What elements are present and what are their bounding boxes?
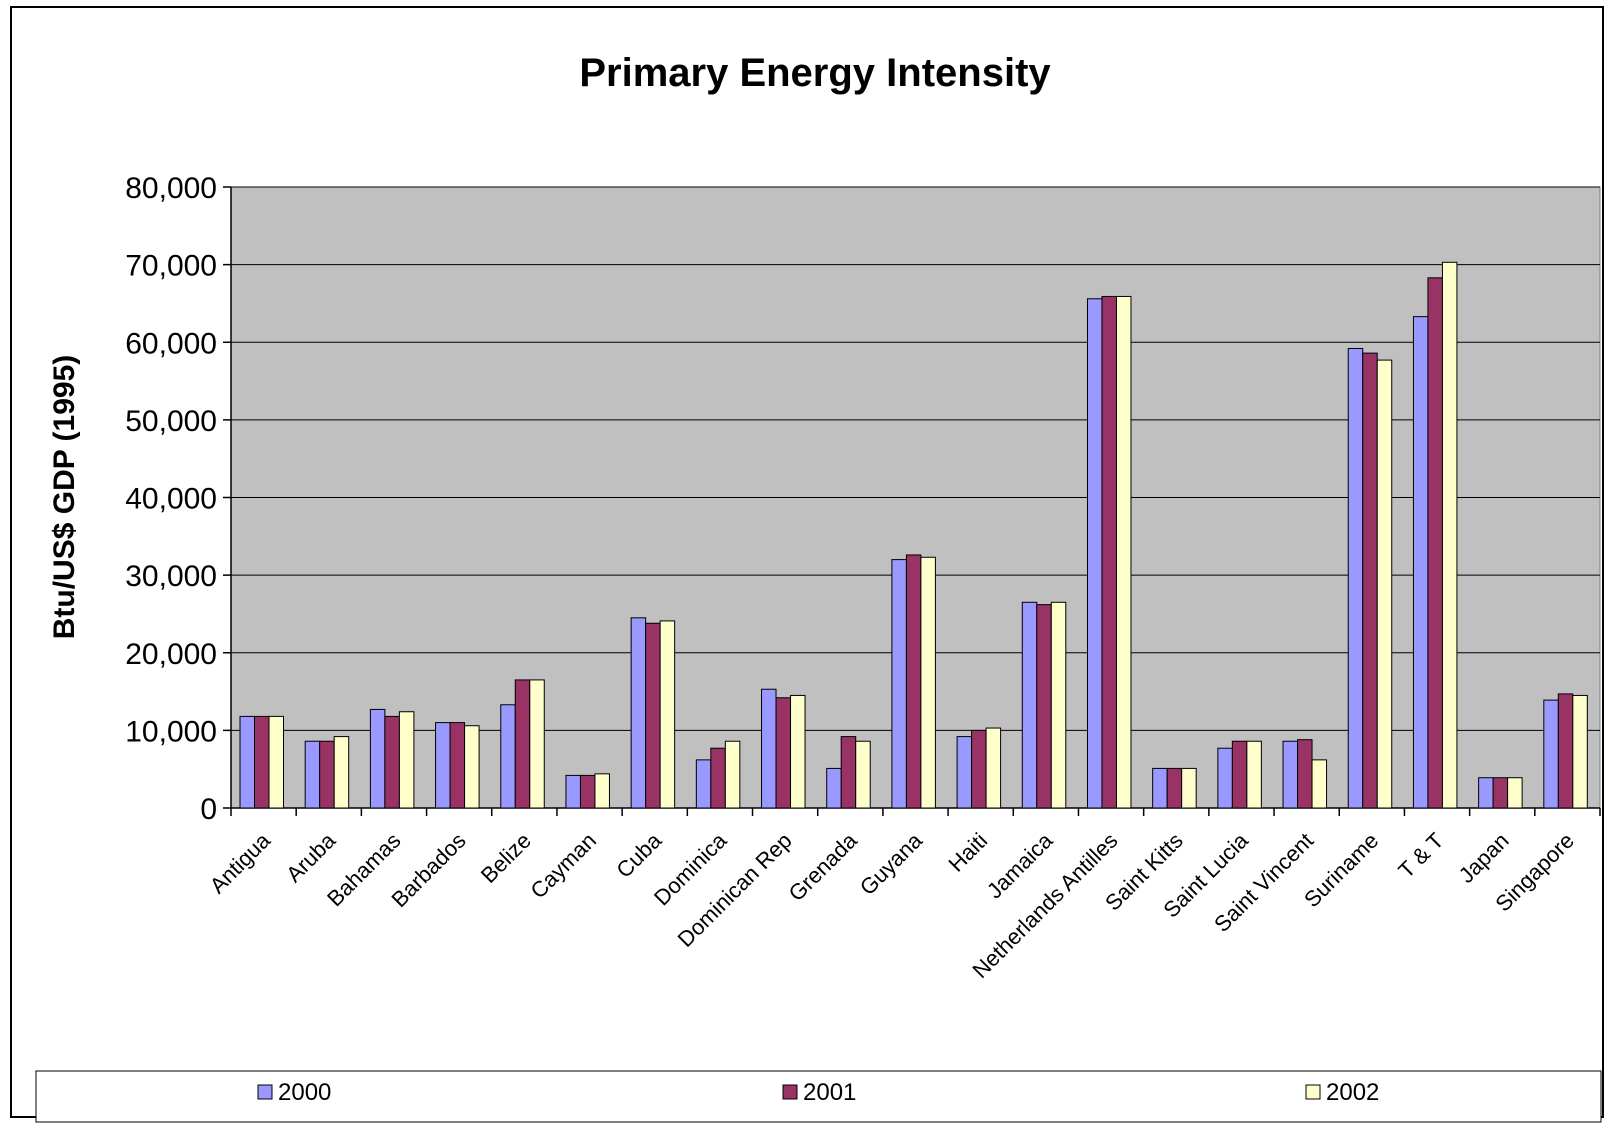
bar-2000: [1412, 316, 1429, 809]
x-tick-label: Belize: [476, 828, 536, 888]
y-tick-label: 70,000: [125, 250, 217, 283]
y-tick-label: 20,000: [125, 638, 217, 671]
bar-2001: [449, 722, 466, 809]
bar-2002: [1246, 740, 1262, 809]
bar-2002: [790, 694, 806, 809]
bar-2000: [304, 740, 321, 809]
bar-2001: [775, 697, 792, 809]
x-tick-label: Guyana: [855, 827, 928, 900]
bar-2001: [1166, 767, 1183, 809]
bar-2001: [254, 715, 270, 809]
bar-2001: [1427, 277, 1443, 809]
chart-title: Primary Energy Intensity: [579, 51, 1051, 95]
bar-2002: [1050, 601, 1067, 809]
bar-2000: [1543, 699, 1559, 809]
bar-2002: [985, 727, 1002, 809]
bar-2000: [1478, 777, 1494, 809]
bar-2001: [384, 715, 400, 809]
bar-2000: [695, 759, 712, 809]
bar-2000: [1217, 747, 1233, 809]
bar-2002: [1115, 295, 1132, 809]
legend-swatch-2001: [782, 1084, 798, 1100]
legend-swatch-2000: [257, 1084, 273, 1100]
legend-swatch-2002: [1305, 1084, 1321, 1100]
bar-2000: [1021, 601, 1038, 809]
bar-2002: [1572, 694, 1588, 809]
y-tick-label: 80,000: [125, 172, 217, 205]
x-tick-label: Haiti: [943, 828, 992, 877]
bar-2001: [1557, 693, 1574, 809]
legend-box: [35, 1070, 1602, 1123]
bar-2002: [724, 740, 741, 809]
legend-label-2001: 2001: [803, 1079, 856, 1106]
x-tick-label: Dominican Rep: [673, 828, 797, 952]
bar-2002: [1311, 759, 1328, 809]
x-tick-label: Aruba: [281, 827, 341, 887]
bar-2000: [1282, 740, 1299, 809]
x-tick-label: Grenada: [784, 827, 863, 906]
x-tick-label: T & T: [1393, 828, 1448, 883]
bar-2002: [920, 556, 936, 809]
bar-2000: [500, 704, 516, 809]
bar-2001: [579, 774, 596, 809]
y-tick-label: 0: [200, 793, 217, 826]
bar-2002: [398, 711, 415, 809]
x-tick-label: Cuba: [611, 827, 666, 882]
bar-2002: [333, 736, 350, 809]
bar-2000: [239, 715, 255, 809]
bar-2002: [855, 740, 871, 809]
y-axis-label: Btu/US$ GDP (1995): [48, 355, 81, 640]
x-tick-label: Cayman: [525, 828, 601, 904]
bar-2000: [1086, 298, 1103, 809]
bar-2001: [514, 679, 531, 809]
bar-2000: [630, 617, 647, 809]
bar-2002: [1441, 261, 1458, 809]
plot-area: 0 10,000 20,000 30,000 40,000 50,000 60,000 70,…: [125, 172, 1601, 983]
bar-2001: [645, 622, 661, 809]
bar-2001: [1362, 352, 1378, 809]
bar-2001: [971, 729, 987, 809]
bar-2000: [761, 688, 777, 809]
bar-2001: [1231, 740, 1248, 809]
bar-2001: [1297, 739, 1313, 809]
bar-2001: [1492, 777, 1509, 809]
legend-label-2000: 2000: [278, 1079, 331, 1106]
bar-2002: [464, 725, 480, 809]
bar-2001: [319, 740, 335, 809]
y-tick-label: 50,000: [125, 405, 217, 438]
x-tick-label: Antigua: [205, 827, 276, 898]
bar-2000: [826, 767, 842, 809]
bar-2002: [268, 715, 284, 809]
bar-2000: [369, 708, 386, 809]
y-tick-label: 60,000: [125, 327, 217, 360]
bar-2001: [905, 554, 922, 809]
bar-2002: [529, 679, 545, 809]
legend: 2000 2001 2002: [35, 1070, 1602, 1123]
bar-2000: [435, 722, 451, 809]
y-tick-label: 40,000: [125, 483, 217, 516]
legend-label-2002: 2002: [1326, 1079, 1379, 1106]
bar-2002: [594, 773, 610, 809]
y-tick-label: 10,000: [125, 715, 217, 748]
bar-2002: [1507, 777, 1523, 809]
bar-2002: [659, 620, 676, 809]
bar-2000: [565, 774, 581, 809]
bar-2000: [956, 736, 973, 809]
bar-2001: [840, 736, 857, 809]
y-tick-label: 30,000: [125, 560, 217, 593]
bar-2001: [710, 747, 726, 809]
bar-2000: [1152, 767, 1168, 809]
bar-2001: [1101, 295, 1117, 809]
bar-2002: [1181, 767, 1197, 809]
x-tick-label: Japan: [1454, 828, 1514, 888]
bar-2000: [891, 559, 907, 809]
bar-2000: [1347, 347, 1364, 809]
bar-2002: [1376, 359, 1393, 809]
bar-2001: [1036, 604, 1052, 809]
